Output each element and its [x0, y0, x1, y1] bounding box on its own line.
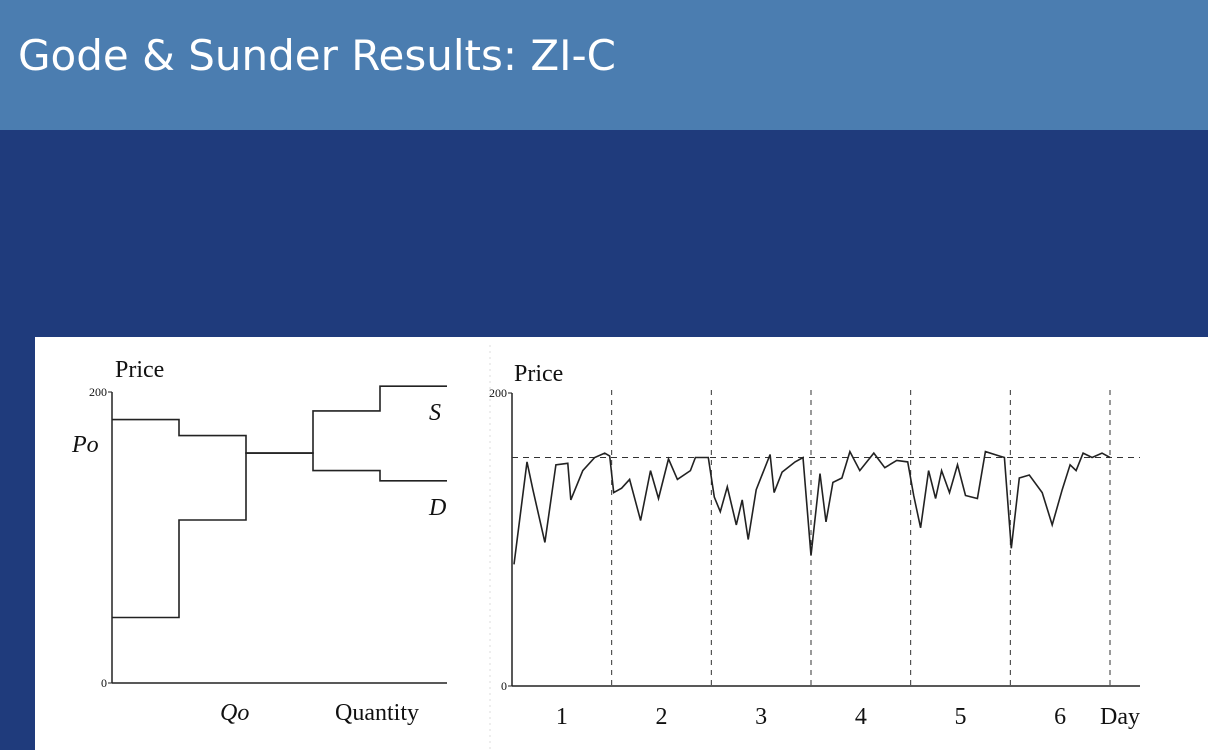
x-tick-label: 2 — [656, 704, 668, 730]
title-bar — [0, 0, 1208, 130]
slide-title: Gode & Sunder Results: ZI-C — [18, 31, 616, 80]
y-tick-label: 0 — [501, 679, 507, 693]
x-axis-label: Day — [1100, 704, 1140, 730]
price-line — [112, 418, 447, 482]
x-tick-label: 4 — [855, 704, 867, 730]
x-axis-label: Quantity — [335, 700, 419, 726]
y-axis-label: Price — [115, 357, 164, 383]
y-tick-label: 200 — [89, 385, 107, 399]
series-label: D — [428, 495, 446, 521]
quantity-annotation: Qo — [220, 700, 249, 726]
x-tick-label: 3 — [755, 704, 767, 730]
x-tick-label: 6 — [1054, 704, 1066, 730]
x-tick-label: 1 — [556, 704, 568, 730]
y-axis-label: Price — [514, 361, 563, 387]
series-label: S — [429, 400, 441, 426]
price-line — [513, 449, 1111, 565]
y-tick-label: 200 — [489, 386, 507, 400]
price-annotation: Po — [71, 432, 99, 458]
x-tick-label: 5 — [955, 704, 967, 730]
y-tick-label: 0 — [101, 676, 107, 690]
figure-panel — [35, 337, 1208, 750]
